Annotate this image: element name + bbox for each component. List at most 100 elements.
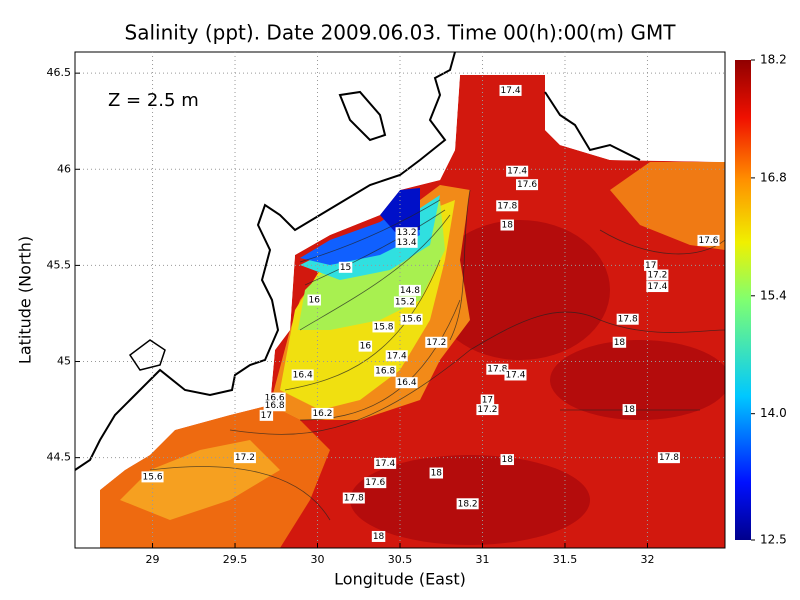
contour-label-box [393, 296, 416, 308]
chart-layer: 29 29.5 30 30.5 31 31.5 32 44.5 45 45.5 46 46.5 12.5… [47, 52, 787, 566]
contour-label: 17.6 [516, 179, 539, 191]
contour-label-text: 14.8 [400, 286, 420, 296]
contour-label-box [486, 363, 509, 375]
contour-label: 13.4 [395, 236, 418, 248]
contour-label: 13.2 [395, 227, 418, 239]
contour-label: 17.4 [499, 84, 522, 96]
y-tick-label: 45 [57, 355, 71, 368]
contour-label: 16.6 [263, 392, 286, 404]
contour-label-text: 17.4 [501, 86, 521, 96]
contour-label-text: 16 [360, 342, 372, 352]
contour-label-box [263, 392, 286, 404]
contour-label-box [233, 452, 256, 464]
contour-label-box [385, 350, 408, 362]
contour-label-box [372, 321, 395, 333]
contour-label: 18 [500, 219, 514, 231]
contour-label-box [400, 313, 423, 325]
contour-label-text: 18 [502, 221, 514, 231]
contour-label-text: 17 [261, 411, 272, 421]
contour-label: 15.2 [393, 296, 416, 308]
contour-label: 17.8 [342, 492, 365, 504]
contour-label: 16.8 [263, 400, 286, 412]
contour-label-box [364, 477, 387, 489]
contour-label-box [141, 471, 164, 483]
contour-label-text: 18 [624, 405, 636, 415]
contour-label: 17.2 [425, 336, 448, 348]
depth-annotation: Z = 2.5 m [108, 90, 199, 111]
contour-label-text: 13.2 [397, 228, 417, 238]
y-tick-label: 45.5 [47, 258, 72, 271]
contour-label-text: 18 [614, 338, 626, 348]
contour-label: 18.2 [456, 498, 479, 510]
contour-label: 16.4 [291, 369, 314, 381]
contour-label-box [657, 452, 680, 464]
contour-label-text: 15 [340, 263, 351, 273]
contour-label-text: 16.8 [265, 401, 285, 411]
contour-label: 17.2 [476, 404, 499, 416]
contour-label-text: 17.6 [517, 180, 537, 190]
x-tick-label: 30.5 [388, 553, 413, 566]
contour-label-box [516, 179, 539, 191]
contour-label-box [395, 377, 418, 389]
contour-label-text: 17.4 [507, 167, 527, 177]
contour-label-text: 17.6 [365, 478, 385, 488]
contour-label-text: 17.6 [698, 236, 718, 246]
contour-label: 17.6 [697, 234, 720, 246]
contour-label: 17.2 [233, 452, 256, 464]
contour-label: 17.4 [504, 369, 527, 381]
contour-label-box [291, 369, 314, 381]
contour-label: 18 [429, 467, 444, 479]
contour-label-text: 17.8 [497, 201, 517, 211]
colorbar-tick-label: 14.0 [760, 406, 787, 420]
contour-label-box [395, 236, 418, 248]
contour-label: 18 [612, 336, 627, 348]
contour-label: 15.6 [141, 471, 164, 483]
contour-label-text: 18.2 [458, 499, 478, 509]
x-tick-label: 29.5 [223, 553, 248, 566]
contour-label: 17 [259, 409, 274, 421]
x-tick-label: 30 [311, 553, 325, 566]
contour-label-text: 15.6 [143, 472, 163, 482]
contour-label-box [374, 457, 397, 469]
contour-label-text: 18 [373, 532, 385, 542]
contour-label-box [307, 294, 321, 306]
contour-label-text: 16.2 [312, 409, 332, 419]
contour-label-text: 18 [431, 469, 443, 479]
contour-label-text: 16.8 [375, 367, 395, 377]
contour-label-box [476, 404, 499, 416]
contour-label-text: 16.4 [397, 378, 417, 388]
contour-label-box [496, 200, 519, 212]
contour-label-box [504, 369, 527, 381]
contour-label-box [429, 467, 444, 479]
contour-label-box [395, 227, 418, 239]
contour-label-text: 17.2 [477, 405, 497, 415]
contour-label-box [616, 313, 639, 325]
y-tick-label: 44.5 [47, 451, 72, 464]
contour-label-text: 18 [502, 455, 514, 465]
colorbar-tick-label: 18.2 [760, 53, 787, 67]
contour-label: 17.8 [486, 363, 509, 375]
contour-label-text: 17 [482, 395, 493, 405]
contour-label-text: 17.8 [618, 315, 638, 325]
contour-label-text: 13.4 [397, 238, 417, 248]
contour-label: 17.6 [364, 477, 387, 489]
contour-label: 15 [338, 261, 353, 273]
contour-label-text: 15.6 [402, 315, 422, 325]
contour-label-text: 17.4 [387, 351, 407, 361]
contour-label-text: 17 [645, 261, 656, 271]
y-tick-label: 46 [57, 162, 71, 175]
contour-label-box [644, 259, 658, 271]
contour-label-box [358, 340, 373, 352]
contour-label-text: 17.4 [375, 459, 395, 469]
contour-label-box [612, 336, 627, 348]
contour-label-box [499, 84, 522, 96]
contour-label-box [259, 409, 274, 421]
contour-label-text: 16 [308, 296, 320, 306]
contour-label: 16.8 [374, 365, 397, 377]
contour-label-text: 17.4 [505, 370, 525, 380]
contour-label: 17.4 [374, 457, 397, 469]
contour-label-box [622, 404, 637, 416]
x-tick-label: 31 [475, 553, 489, 566]
contour-label-box [697, 234, 720, 246]
